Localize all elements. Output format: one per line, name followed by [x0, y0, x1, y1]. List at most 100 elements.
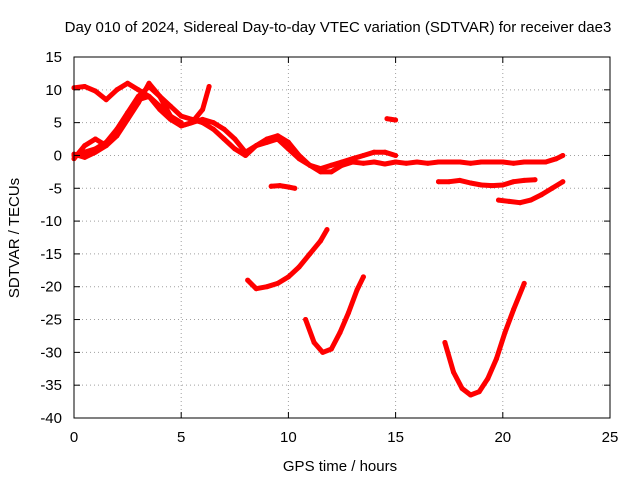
data-point — [511, 160, 516, 166]
data-point — [457, 177, 463, 183]
data-point — [210, 120, 216, 126]
data-point — [168, 103, 173, 109]
y-tick-label: -35 — [40, 377, 62, 394]
series-line — [442, 280, 527, 398]
chart-title: Day 010 of 2024, Sidereal Day-to-day VTE… — [65, 19, 612, 36]
data-point — [521, 280, 527, 286]
data-point — [178, 123, 184, 129]
y-tick-label: 15 — [45, 49, 62, 66]
data-point — [478, 182, 484, 188]
data-point — [382, 161, 388, 167]
data-point — [135, 87, 141, 93]
data-point — [532, 177, 538, 183]
data-point — [393, 117, 399, 123]
data-point — [264, 284, 270, 290]
data-point — [307, 251, 313, 257]
data-point — [245, 277, 251, 283]
data-point — [285, 139, 291, 145]
data-point — [393, 153, 399, 158]
data-point — [388, 116, 394, 122]
data-point — [168, 113, 173, 119]
data-point — [521, 177, 527, 183]
data-point — [277, 183, 283, 189]
data-point — [232, 136, 238, 142]
data-point — [538, 192, 544, 198]
data-point — [382, 149, 388, 155]
data-point — [189, 116, 195, 122]
data-point — [446, 179, 452, 185]
series-line — [245, 227, 330, 292]
data-point — [543, 159, 549, 165]
data-point — [384, 116, 390, 122]
data-point — [210, 126, 216, 132]
data-point — [275, 136, 281, 142]
data-point — [436, 179, 441, 185]
data-point — [232, 146, 238, 152]
data-point — [328, 346, 334, 352]
y-tick-label: 10 — [45, 82, 62, 99]
data-point — [221, 136, 227, 142]
data-point — [360, 153, 366, 158]
grid-lines — [74, 57, 610, 418]
x-tick-label: 5 — [177, 429, 185, 446]
data-point — [200, 107, 206, 112]
data-point — [253, 143, 259, 149]
data-point — [82, 143, 88, 149]
data-point — [354, 287, 360, 293]
plot-frame — [73, 56, 611, 419]
data-point — [146, 93, 152, 99]
data-point — [468, 392, 474, 398]
data-point — [360, 274, 366, 280]
data-point — [451, 369, 456, 375]
data-point — [157, 107, 163, 112]
data-point — [157, 93, 163, 99]
series-arc-11 — [245, 227, 330, 292]
data-point — [403, 160, 409, 166]
data-point — [206, 84, 212, 89]
y-tick-label: 0 — [54, 147, 62, 164]
data-point — [125, 80, 131, 86]
data-point — [307, 162, 313, 168]
data-point — [350, 159, 356, 165]
series-arc-9 — [436, 177, 538, 189]
data-point — [318, 238, 324, 244]
data-point — [485, 376, 491, 382]
data-point — [371, 149, 377, 155]
data-point — [500, 159, 506, 165]
data-point — [457, 159, 463, 165]
series-arc-8 — [384, 116, 399, 123]
data-point — [459, 386, 465, 391]
y-tick-label: -30 — [40, 344, 62, 361]
data-point — [114, 133, 120, 139]
data-point — [532, 159, 538, 165]
data-point — [328, 162, 334, 168]
series-arc-12 — [303, 274, 366, 355]
data-point — [511, 307, 516, 313]
data-point — [264, 139, 270, 145]
data-point — [496, 197, 501, 203]
data-point — [468, 160, 474, 166]
y-tick-label: -10 — [40, 213, 62, 230]
data-point — [285, 184, 291, 190]
data-point — [549, 185, 555, 191]
series-line — [243, 136, 566, 175]
data-point — [345, 310, 351, 316]
data-point — [92, 136, 98, 142]
data-point — [318, 169, 324, 175]
data-point — [493, 356, 499, 362]
data-point — [339, 162, 345, 168]
data-point — [114, 87, 120, 93]
data-point — [468, 180, 474, 186]
series-line — [268, 183, 298, 191]
data-point — [506, 198, 512, 204]
data-point — [521, 159, 527, 165]
series-arc-6 — [243, 136, 566, 175]
data-point — [478, 159, 484, 165]
x-tick-label: 10 — [280, 429, 297, 446]
data-point — [328, 169, 334, 175]
data-point — [371, 159, 377, 165]
data-point — [285, 146, 291, 152]
x-tick-label: 25 — [602, 429, 619, 446]
data-point — [311, 340, 317, 345]
